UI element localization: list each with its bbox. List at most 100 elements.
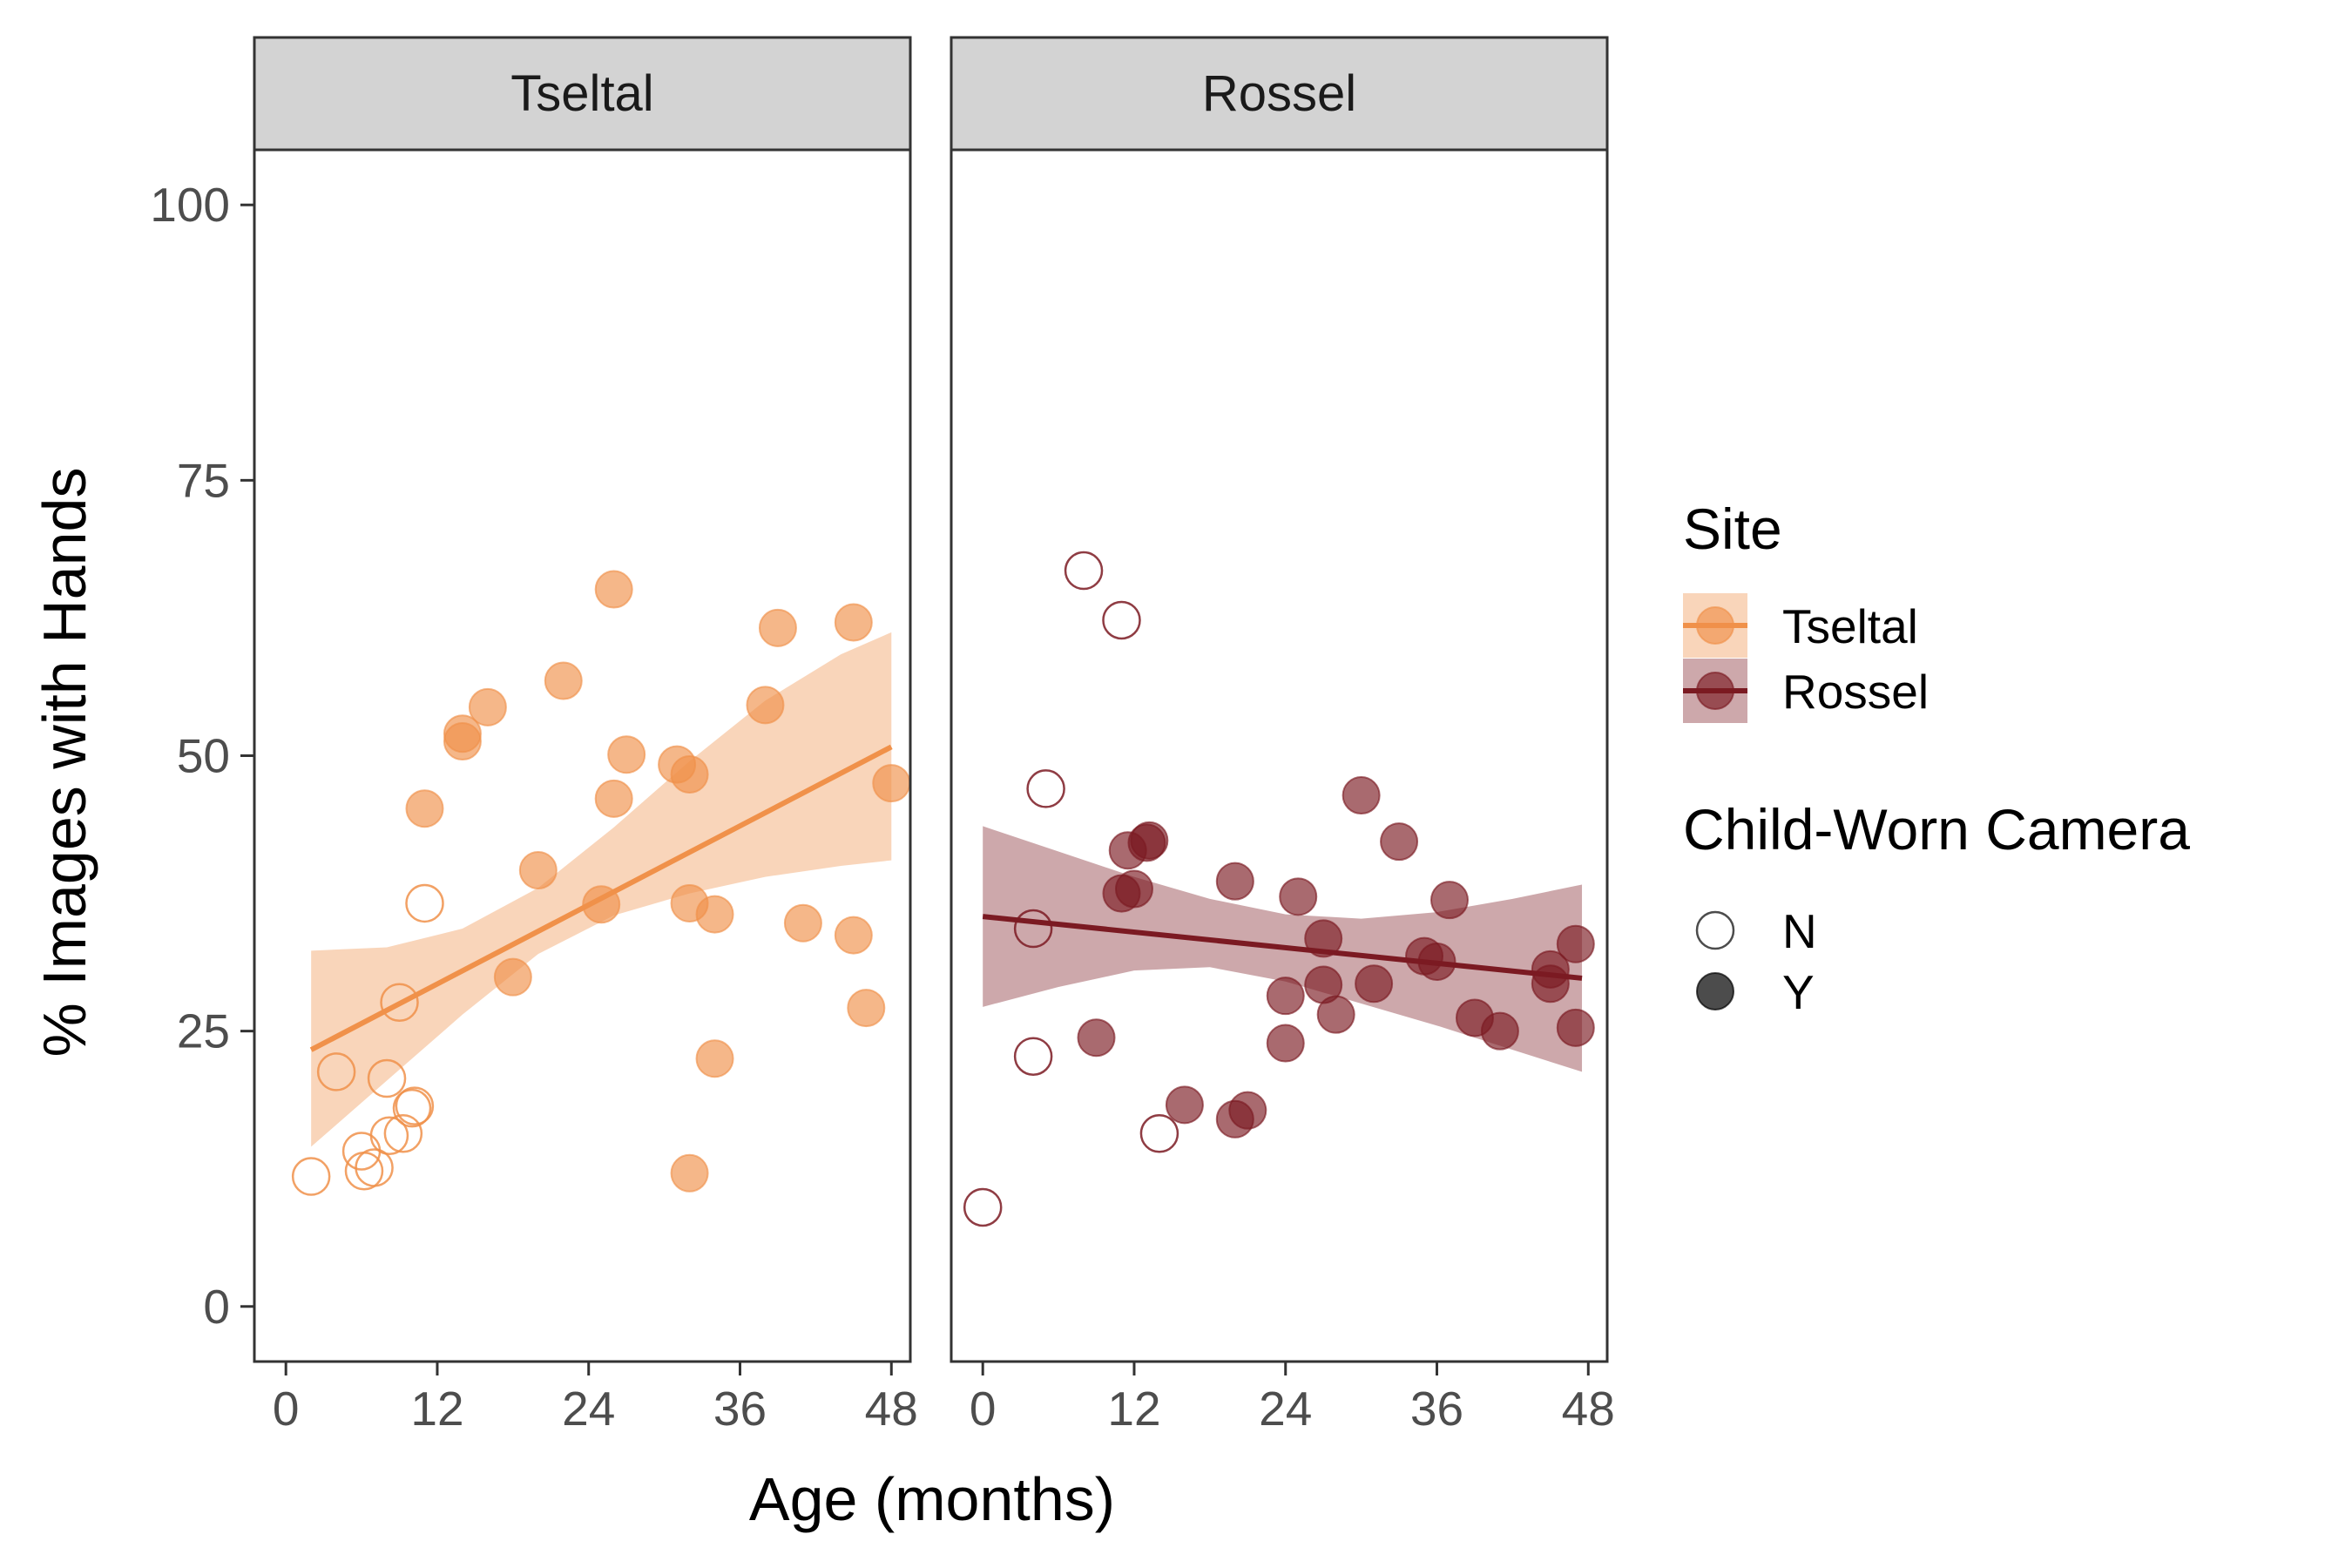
data-point — [1013, 909, 1053, 949]
data-point — [380, 983, 419, 1023]
data-point — [594, 570, 633, 609]
data-point — [405, 789, 444, 828]
x-tick-label: 48 — [865, 1382, 918, 1436]
x-tick-label: 24 — [1259, 1382, 1312, 1436]
data-point — [1215, 862, 1254, 901]
legend: Site Tseltal Rossel Child-Worn Camera NY — [1683, 497, 2190, 1019]
data-point — [1114, 869, 1153, 909]
legend-camera-item: N — [1695, 904, 1817, 958]
legend-site-label: Rossel — [1782, 665, 1929, 719]
data-point — [316, 1052, 356, 1092]
legend-site-title: Site — [1683, 497, 1782, 561]
data-point — [1480, 1011, 1519, 1051]
data-point — [1342, 776, 1381, 815]
data-point — [1316, 995, 1355, 1034]
data-point — [847, 989, 886, 1028]
legend-camera-key — [1696, 972, 1734, 1010]
x-tick-label: 0 — [273, 1382, 300, 1436]
data-point — [746, 686, 785, 725]
legend-site-items: Tseltal Rossel — [1683, 593, 1929, 723]
y-axis-title: % Images with Hands — [30, 468, 98, 1058]
legend-camera-key — [1695, 910, 1735, 950]
data-point — [670, 1153, 709, 1193]
strip-header — [253, 36, 912, 152]
y-axis: 0 25 50 75 100 — [150, 178, 254, 1334]
legend-key-point — [1696, 606, 1734, 645]
data-point — [607, 735, 646, 774]
x-tick-label: 12 — [1107, 1382, 1160, 1436]
data-point — [355, 1148, 394, 1187]
legend-key-point — [1696, 672, 1734, 710]
legend-site-item: Tseltal — [1683, 593, 1918, 658]
legend-camera-label: N — [1782, 904, 1817, 958]
data-point — [392, 1088, 432, 1128]
data-point — [872, 764, 911, 803]
data-point — [670, 754, 709, 794]
data-point — [1429, 881, 1469, 920]
x-tick-label: 48 — [1562, 1382, 1615, 1436]
data-point — [291, 1157, 331, 1196]
legend-site-label: Tseltal — [1782, 599, 1918, 653]
data-point — [443, 722, 482, 761]
data-point — [493, 957, 532, 997]
legend-camera-title: Child-Worn Camera — [1683, 797, 2190, 862]
data-point — [1077, 1018, 1116, 1058]
data-point — [1279, 877, 1318, 916]
data-point — [518, 851, 558, 890]
legend-camera-label: Y — [1782, 965, 1815, 1019]
y-tick-label: 0 — [203, 1280, 230, 1334]
data-point — [1139, 1113, 1179, 1153]
data-point — [1102, 600, 1141, 640]
data-point — [695, 895, 734, 934]
data-point — [1266, 1024, 1305, 1063]
data-point — [1556, 924, 1595, 963]
data-point — [963, 1187, 1003, 1227]
panel-border — [950, 148, 1609, 1363]
x-tick-label: 36 — [1410, 1382, 1463, 1436]
data-point — [1266, 977, 1305, 1016]
y-tick-label: 50 — [177, 729, 230, 783]
data-point — [1165, 1085, 1204, 1125]
legend-camera-items: NY — [1695, 904, 1817, 1019]
data-point — [369, 1116, 409, 1156]
fit-line — [309, 744, 893, 1052]
strip-label: Rossel — [1202, 65, 1356, 122]
data-point — [1228, 1091, 1267, 1130]
data-point — [834, 916, 873, 955]
x-tick-label: 24 — [562, 1382, 615, 1436]
panel-rossel: Rossel 0 12 24 36 48 — [950, 36, 1615, 1436]
y-tick-label: 100 — [150, 178, 230, 232]
data-point — [758, 608, 797, 647]
data-point — [594, 779, 633, 818]
panels: Tseltal 0 12 24 36 48 Rossel 0 12 24 36 48 — [253, 36, 1615, 1436]
x-tick-label: 0 — [970, 1382, 997, 1436]
data-point — [395, 1086, 435, 1125]
data-point — [1026, 769, 1065, 808]
data-point — [695, 1039, 734, 1078]
panel-tseltal: Tseltal 0 12 24 36 48 — [253, 36, 918, 1436]
fit-line — [982, 914, 1583, 981]
data-point — [1064, 551, 1104, 591]
data-point — [367, 1058, 407, 1098]
data-point — [405, 883, 444, 923]
data-point — [1013, 1037, 1053, 1076]
y-tick-label: 25 — [177, 1004, 230, 1058]
data-point — [1130, 821, 1169, 860]
x-tick-label: 12 — [410, 1382, 463, 1436]
legend-camera-item: Y — [1696, 965, 1815, 1019]
data-point — [1304, 919, 1343, 958]
strip-label: Tseltal — [510, 65, 653, 122]
data-point — [1556, 1008, 1595, 1047]
x-tick-label: 36 — [713, 1382, 767, 1436]
data-point — [544, 661, 583, 700]
y-tick-label: 75 — [177, 453, 230, 507]
data-point — [1380, 822, 1419, 862]
data-point — [1531, 964, 1570, 1004]
data-point — [783, 903, 822, 943]
x-axis-title: Age (months) — [749, 1465, 1115, 1533]
data-point — [1355, 964, 1394, 1004]
data-point — [834, 603, 873, 642]
strip-header — [950, 36, 1609, 152]
